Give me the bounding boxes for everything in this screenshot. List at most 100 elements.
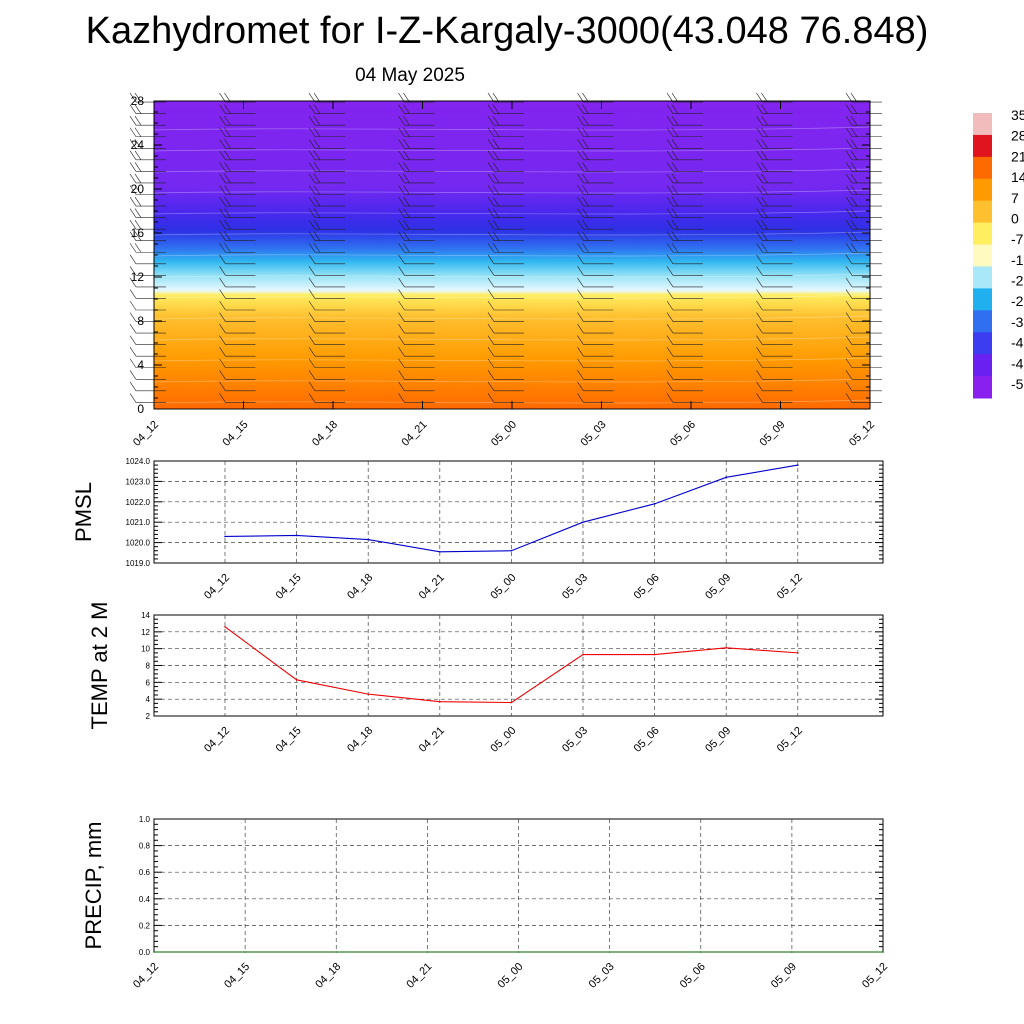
wind-barb-flag — [487, 370, 495, 380]
wind-barb-flag — [845, 300, 853, 311]
wind-barb-flag — [577, 289, 584, 299]
wind-barb-flag — [403, 208, 410, 218]
data-point — [791, 951, 793, 953]
wind-barb-flag — [671, 104, 679, 114]
colorbar-label: 35 — [1011, 107, 1024, 123]
wind-barb-flag — [219, 347, 226, 357]
y-tick-label: 6 — [146, 678, 151, 687]
y-tick-label: 4 — [137, 358, 144, 372]
chart-date: 04 May 2025 — [355, 65, 465, 86]
wind-barb-flag — [398, 266, 405, 276]
wind-barb-flag — [134, 196, 142, 207]
wind-barb-flag — [308, 393, 316, 403]
wind-barb-flag — [219, 104, 226, 114]
wind-barb-flag — [577, 358, 584, 368]
wind-barb-flag — [398, 289, 405, 299]
data-point — [426, 951, 429, 953]
data-point — [725, 476, 727, 479]
colorbar-swatch — [973, 376, 992, 399]
y-tick-label: 1021.0 — [126, 518, 151, 527]
wind-barb-flag — [308, 381, 316, 392]
wind-barb-flag — [403, 116, 410, 126]
wind-barb-flag — [761, 150, 768, 161]
wind-barb-flag — [487, 104, 495, 114]
wind-barb-flag — [756, 116, 763, 126]
x-tick-label: 05_00 — [496, 961, 526, 991]
wind-barb-flag — [756, 196, 763, 207]
wind-barb-flag — [577, 254, 584, 264]
wind-barb-flag — [219, 312, 226, 322]
wind-barb-flag — [487, 254, 495, 264]
wind-barb-flag — [219, 358, 226, 368]
wind-barb-flag — [761, 162, 768, 172]
colorbar-swatch — [973, 266, 992, 289]
wind-barb-flag — [403, 162, 410, 172]
data-point — [797, 652, 799, 654]
wind-barb-flag — [666, 358, 674, 368]
wind-barb-flag — [487, 139, 495, 149]
wind-barb-flag — [492, 243, 500, 253]
contour-line — [153, 336, 871, 341]
wind-barb-flag — [487, 393, 495, 403]
wind-barb-flag — [313, 185, 321, 195]
wind-barb-flag — [129, 150, 137, 161]
wind-barb-flag — [666, 104, 674, 114]
wind-barb-flag — [308, 116, 316, 126]
contour-line — [153, 252, 871, 257]
wind-barb-flag — [224, 139, 231, 149]
wind-barb-flag — [487, 358, 495, 368]
wind-barb-flag — [577, 219, 584, 230]
wind-barb-flag — [756, 347, 763, 357]
wind-barb-flag — [666, 231, 674, 241]
wind-barb-flag — [756, 173, 763, 184]
contour-line — [153, 168, 871, 173]
wind-barb-flag — [313, 162, 321, 172]
wind-barb-flag — [308, 185, 316, 195]
colorbar-swatch — [973, 244, 992, 267]
wind-barb-flag — [219, 300, 226, 311]
x-tick-label: 05_12 — [775, 725, 805, 755]
wind-barb-flag — [129, 300, 137, 311]
wind-barb-flag — [756, 312, 763, 322]
y-tick-label: 1024.0 — [126, 457, 151, 466]
colorbar-label: 0 — [1011, 210, 1019, 226]
data-point — [699, 951, 702, 953]
wind-barb-flag — [398, 300, 405, 311]
wind-barb-flag — [845, 243, 853, 253]
wind-barb-flag — [577, 116, 584, 126]
wind-barb-flag — [398, 370, 405, 380]
colorbar-swatch — [973, 332, 992, 355]
wind-barb-flag — [577, 266, 584, 276]
wind-barb-flag — [850, 185, 858, 195]
wind-barb-flag — [308, 196, 316, 207]
wind-barb-flag — [308, 208, 316, 218]
x-tick-label: 05_03 — [587, 961, 617, 991]
y-tick-label: 2 — [146, 712, 151, 721]
data-point — [725, 647, 727, 649]
wind-barb-flag — [134, 173, 142, 184]
wind-barb-flag — [403, 127, 410, 137]
wind-barb-flag — [313, 196, 321, 207]
wind-barb-flag — [756, 277, 763, 288]
wind-barb-flag — [577, 300, 584, 311]
wind-barb-flag — [671, 208, 679, 218]
colorbar-label: 21 — [1011, 148, 1024, 164]
wind-barb-flag — [756, 127, 763, 137]
wind-barb-flag — [666, 219, 674, 230]
wind-barb-flag — [582, 219, 589, 230]
wind-barb-flag — [582, 243, 589, 253]
y-tick-label: 1.0 — [139, 815, 151, 824]
wind-barb-flag — [219, 162, 226, 172]
contour-line — [153, 315, 871, 320]
data-point — [582, 653, 584, 656]
wind-barb-flag — [129, 243, 137, 253]
y-tick-label: 0.8 — [139, 842, 151, 851]
wind-barb-flag — [845, 231, 853, 241]
wind-barb-flag — [398, 196, 405, 207]
wind-barb-flag — [398, 185, 405, 195]
x-tick-label: 04_18 — [345, 572, 375, 602]
wind-barb-flag — [219, 185, 226, 195]
colorbar-label: -3 — [1011, 314, 1024, 330]
colorbar: 35 28 21 14 7 0 -7 -1 -2 -2 -3 -4 -4 -5 — [973, 107, 1024, 399]
contour-line — [153, 273, 871, 278]
